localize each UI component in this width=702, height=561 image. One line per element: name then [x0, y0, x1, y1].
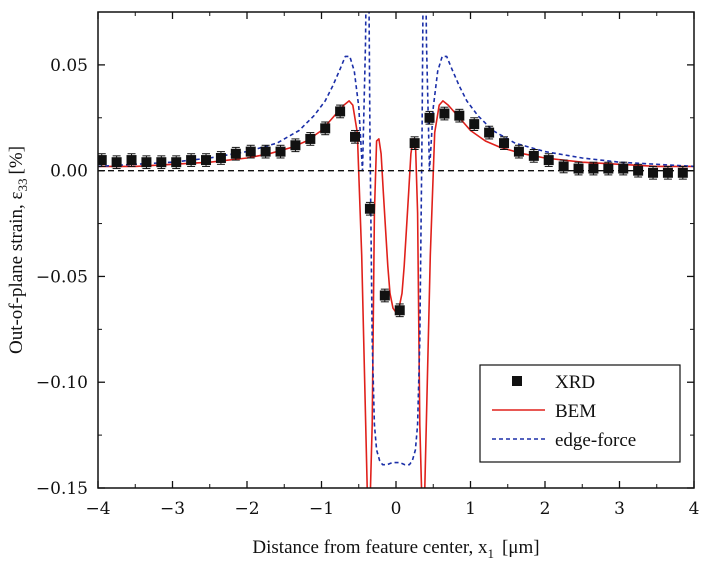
xrd-point	[603, 163, 614, 174]
xrd-point	[215, 152, 226, 163]
legend-bem-label: BEM	[555, 401, 596, 422]
xrd-point	[275, 146, 286, 157]
y-tick-label: −0.05	[36, 267, 88, 287]
xrd-point	[513, 146, 524, 157]
xrd-point	[141, 157, 152, 168]
xrd-point	[379, 290, 390, 301]
x-tick-label: −3	[160, 499, 185, 519]
xrd-point	[677, 167, 688, 178]
x-tick-label: −1	[309, 499, 334, 519]
x-tick-label: −2	[234, 499, 259, 519]
xrd-point	[484, 127, 495, 138]
xrd-point	[648, 167, 659, 178]
y-tick-label: −0.15	[36, 479, 88, 499]
legend-edge-force-label: edge-force	[555, 430, 636, 451]
xrd-point	[320, 123, 331, 134]
xrd-point	[633, 165, 644, 176]
xrd-point	[573, 163, 584, 174]
series-line-edge-force	[98, 12, 694, 466]
xrd-point	[409, 138, 420, 149]
y-tick-label: 0.00	[50, 162, 88, 182]
xrd-point	[126, 155, 137, 166]
xrd-point	[260, 146, 271, 157]
xrd-point	[424, 112, 435, 123]
xrd-point	[618, 163, 629, 174]
xrd-point	[111, 157, 122, 168]
xrd-point	[454, 110, 465, 121]
xrd-point	[528, 150, 539, 161]
xrd-point	[230, 148, 241, 159]
xrd-point	[588, 163, 599, 174]
xrd-point	[439, 108, 450, 119]
x-tick-label: 0	[391, 499, 402, 519]
xrd-point	[543, 155, 554, 166]
x-tick-label: 1	[465, 499, 476, 519]
xrd-point	[98, 155, 107, 166]
xrd-point	[156, 157, 167, 168]
legend-xrd-marker	[512, 376, 522, 386]
x-tick-label: 2	[540, 499, 551, 519]
xrd-point	[171, 157, 182, 168]
xrd-point	[499, 138, 510, 149]
y-axis-title: Out-of-plane strain, ε33[%]	[6, 146, 30, 354]
x-tick-label: 3	[614, 499, 625, 519]
xrd-point	[350, 131, 361, 142]
x-axis-title: Distance from feature center, x1 [μm]	[252, 537, 539, 561]
axis-ticks: −4 −3 −2 −1 0 1 2 3 4 −0.15 −0.10 −0.05 0.00 0.05	[36, 12, 700, 519]
y-tick-label: 0.05	[50, 56, 88, 76]
xrd-point	[364, 203, 375, 214]
xrd-marker-layer	[98, 104, 688, 318]
xrd-point	[186, 155, 197, 166]
xrd-point	[335, 106, 346, 117]
x-tick-label: −4	[85, 499, 110, 519]
legend-xrd-label: XRD	[555, 372, 595, 393]
legend: XRD BEM edge-force	[479, 364, 681, 463]
xrd-point	[662, 167, 673, 178]
xrd-point	[305, 133, 316, 144]
x-tick-label: 4	[689, 499, 700, 519]
xrd-point	[290, 140, 301, 151]
y-tick-label: −0.10	[36, 373, 88, 393]
xrd-point	[469, 119, 480, 130]
xrd-point	[394, 305, 405, 316]
xrd-point	[201, 155, 212, 166]
xrd-point	[558, 161, 569, 172]
xrd-point	[245, 146, 256, 157]
